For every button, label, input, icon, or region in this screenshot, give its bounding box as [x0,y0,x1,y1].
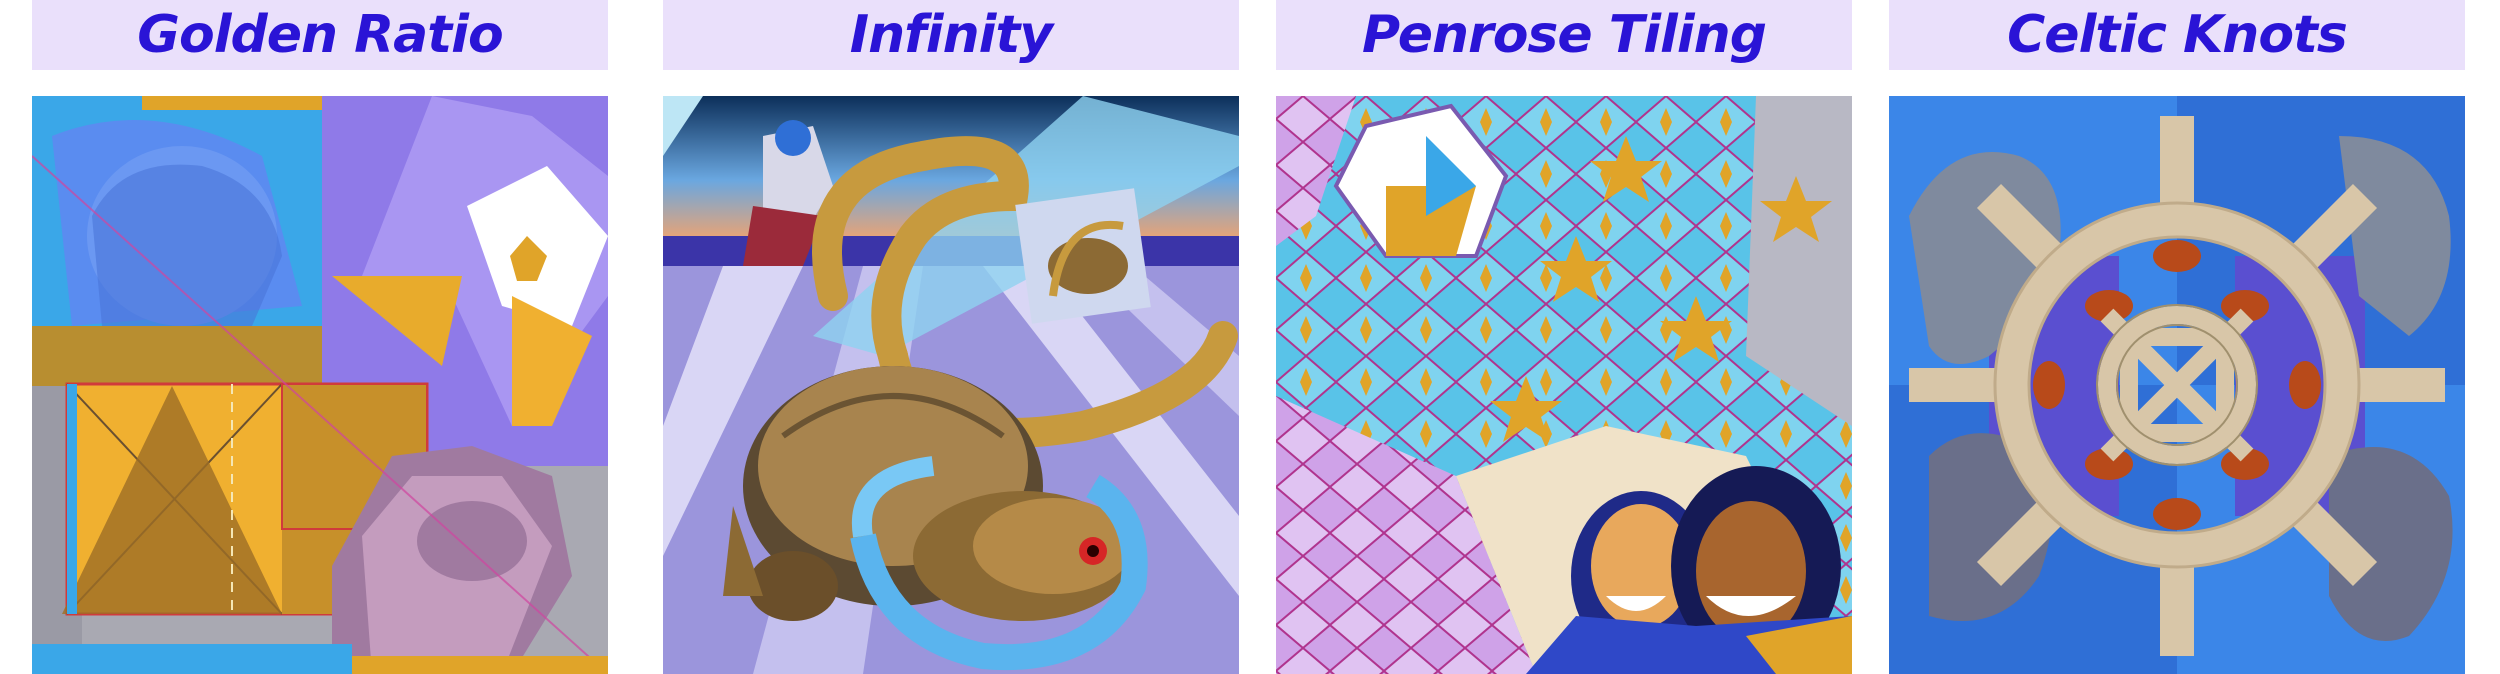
panel-golden-ratio: Golden Ratio [32,0,608,674]
title-banner: Celtic Knots [1889,0,2465,70]
celtic-knots-artwork [1889,96,2465,674]
title-banner: Golden Ratio [32,0,608,70]
panel-celtic-knots: Celtic Knots [1889,0,2465,674]
panel-infinity: Infinity [663,0,1239,674]
penrose-tiling-artwork [1276,96,1852,674]
panel-title: Penrose Tiling [1362,5,1767,65]
golden-ratio-artwork [32,96,608,674]
title-banner: Penrose Tiling [1276,0,1852,70]
panel-title: Celtic Knots [2007,5,2348,65]
infinity-artwork [663,96,1239,674]
celtic-knots-mural-icon [1889,96,2465,674]
penrose-tiling-mural-icon [1276,96,1852,674]
panel-title: Infinity [849,5,1053,65]
golden-ratio-mural-icon [32,96,608,674]
panel-penrose-tiling: Penrose Tiling [1276,0,1852,674]
panel-title: Golden Ratio [137,5,503,65]
infinity-mural-icon [663,96,1239,674]
title-banner: Infinity [663,0,1239,70]
